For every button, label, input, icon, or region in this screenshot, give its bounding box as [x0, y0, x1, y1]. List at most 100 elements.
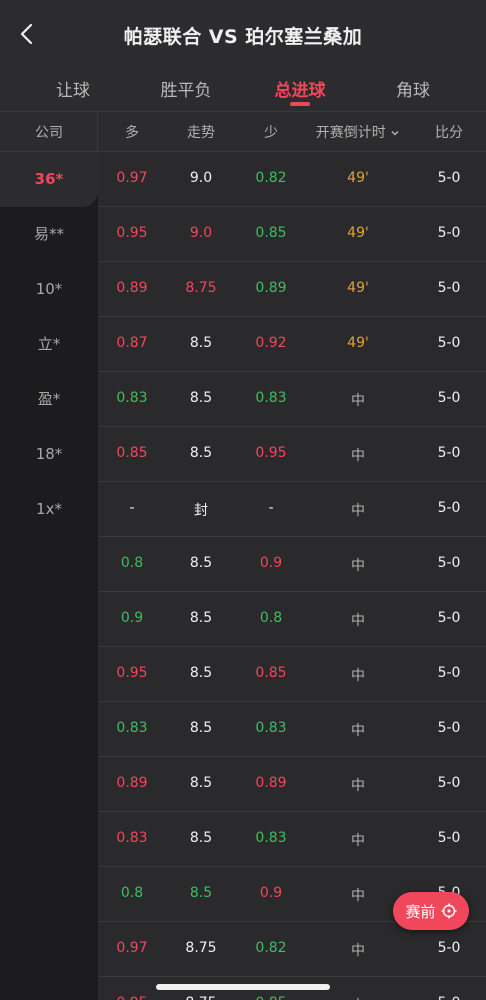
over-odds-cell: 0.8 — [120, 885, 144, 901]
score-cell: 5-0 — [437, 555, 461, 571]
countdown-cell: 49' — [347, 170, 369, 186]
under-odds-cell: 0.9 — [259, 555, 283, 571]
tab-bar: 让球 胜平负 总进球 角球 — [0, 68, 486, 112]
countdown-cell: 中 — [351, 448, 365, 464]
table-row[interactable]: 0.95 8.5 0.85 中 5-0 — [98, 647, 486, 702]
trend-cell: 8.5 — [189, 555, 213, 571]
trend-cell: 8.75 — [176, 995, 226, 1000]
trend-cell: 8.75 — [185, 280, 217, 296]
column-countdown-sort[interactable]: 开赛倒计时 — [306, 122, 410, 142]
table-row[interactable]: 0.97 9.0 0.82 49' 5-0 — [98, 152, 486, 207]
column-score: 比分 — [435, 125, 463, 141]
score-cell: 5-0 — [437, 445, 461, 461]
trend-cell: 9.0 — [189, 170, 213, 186]
under-odds-cell: 0.85 — [255, 665, 287, 681]
over-odds-cell: 0.89 — [116, 775, 148, 791]
trend-cell: 8.5 — [189, 665, 213, 681]
score-cell: 5-0 — [437, 940, 461, 956]
over-odds-cell: 0.87 — [116, 335, 148, 351]
over-odds-cell: 0.95 — [108, 995, 156, 1000]
over-odds-cell: 0.95 — [116, 225, 148, 241]
trend-cell: 封 — [194, 503, 208, 519]
tab-win-draw-lose[interactable]: 胜平负 — [160, 81, 212, 101]
sidebar-item-company[interactable]: 立* — [37, 335, 61, 353]
column-countdown: 开赛倒计时 — [315, 125, 386, 141]
trend-cell: 8.5 — [189, 390, 213, 406]
pre-match-label: 赛前 — [405, 902, 436, 921]
under-odds-cell: 0.9 — [259, 885, 283, 901]
company-sidebar: 36* 易** 10* 立* 盈* 18* 1x* — [0, 152, 98, 1000]
over-odds-cell: 0.8 — [120, 555, 144, 571]
score-cell: 5-0 — [437, 830, 461, 846]
score-cell: 5-0 — [437, 335, 461, 351]
trend-cell: 8.5 — [189, 445, 213, 461]
under-odds-cell: 0.8 — [259, 610, 283, 626]
score-cell: 5-0 — [437, 610, 461, 626]
table-row[interactable]: 0.9 8.5 0.8 中 5-0 — [98, 592, 486, 647]
pre-match-button[interactable]: 赛前 — [393, 892, 469, 930]
over-odds-cell: 0.89 — [116, 280, 148, 296]
company-header-cell: 公司 — [0, 112, 98, 152]
countdown-cell: 中 — [351, 558, 365, 574]
table-row[interactable]: 0.83 8.5 0.83 中 5-0 — [98, 812, 486, 867]
table-row[interactable]: 0.95 9.0 0.85 49' 5-0 — [98, 207, 486, 262]
sidebar-item-company[interactable]: 18* — [35, 445, 63, 463]
under-odds-cell: 0.92 — [255, 335, 287, 351]
tab-corners[interactable]: 角球 — [396, 81, 430, 101]
tab-total-goals[interactable]: 总进球 — [274, 81, 326, 101]
score-cell: 5-0 — [437, 720, 461, 736]
table-row[interactable]: 0.8 8.5 0.9 中 5-0 — [98, 537, 486, 592]
trend-cell: 8.5 — [189, 830, 213, 846]
under-odds-cell: 0.82 — [255, 940, 287, 956]
sidebar-item-company[interactable]: 易** — [33, 225, 64, 243]
home-indicator — [156, 984, 330, 990]
over-odds-cell: 0.83 — [116, 390, 148, 406]
countdown-cell: 49' — [347, 225, 369, 241]
score-cell: 5-0 — [425, 995, 473, 1000]
countdown-cell: 中 — [351, 503, 365, 519]
under-odds-cell: 0.82 — [255, 170, 287, 186]
table-row[interactable]: 0.85 8.5 0.95 中 5-0 — [98, 427, 486, 482]
over-odds-cell: 0.83 — [116, 830, 148, 846]
table-row[interactable]: - 封 - 中 5-0 — [98, 482, 486, 537]
trend-cell: 8.75 — [185, 940, 217, 956]
score-cell: 5-0 — [437, 665, 461, 681]
score-cell: 5-0 — [437, 170, 461, 186]
back-button[interactable] — [12, 18, 44, 50]
table-row[interactable]: 0.97 8.75 0.82 中 5-0 — [98, 922, 486, 977]
countdown-cell: 中 — [351, 778, 365, 794]
trend-cell: 8.5 — [189, 720, 213, 736]
sidebar-item-company[interactable]: 10* — [35, 280, 63, 298]
column-over: 多 — [125, 125, 139, 141]
score-cell: 5-0 — [437, 225, 461, 241]
table-row[interactable]: 0.95 8.75 0.85 中 5-0 — [98, 977, 486, 1000]
sidebar-item-company[interactable]: 1x* — [36, 500, 62, 518]
over-odds-cell: 0.97 — [116, 940, 148, 956]
table-row[interactable]: 0.83 8.5 0.83 中 5-0 — [98, 702, 486, 757]
header: 帕瑟联合 VS 珀尔塞兰桑加 — [0, 0, 486, 68]
countdown-cell: 49' — [347, 280, 369, 296]
under-odds-cell: 0.95 — [255, 445, 287, 461]
trend-cell: 8.5 — [189, 610, 213, 626]
table-row[interactable]: 0.83 8.5 0.83 中 5-0 — [98, 372, 486, 427]
sidebar-item-company[interactable]: 36* — [0, 152, 98, 207]
trend-cell: 8.5 — [189, 885, 213, 901]
column-company: 公司 — [35, 125, 63, 141]
table-row[interactable]: 0.88.50.9中5-0 — [98, 867, 486, 922]
under-odds-cell: - — [268, 500, 274, 516]
countdown-cell: 中 — [351, 668, 365, 684]
sidebar-item-company[interactable]: 盈* — [37, 390, 61, 408]
countdown-cell: 中 — [328, 995, 388, 1000]
over-odds-cell: - — [129, 500, 135, 516]
countdown-cell: 中 — [351, 888, 365, 904]
table-row[interactable]: 0.89 8.5 0.89 中 5-0 — [98, 757, 486, 812]
over-odds-cell: 0.97 — [116, 170, 148, 186]
countdown-cell: 中 — [351, 943, 365, 959]
under-odds-cell: 0.85 — [255, 225, 287, 241]
under-odds-cell: 0.89 — [255, 775, 287, 791]
column-header: 公司 多 走势 少 开赛倒计时 比分 — [0, 112, 486, 152]
table-row[interactable]: 0.87 8.5 0.92 49' 5-0 — [98, 317, 486, 372]
tab-handicap[interactable]: 让球 — [56, 81, 90, 101]
trend-cell: 8.5 — [189, 775, 213, 791]
table-row[interactable]: 0.89 8.75 0.89 49' 5-0 — [98, 262, 486, 317]
